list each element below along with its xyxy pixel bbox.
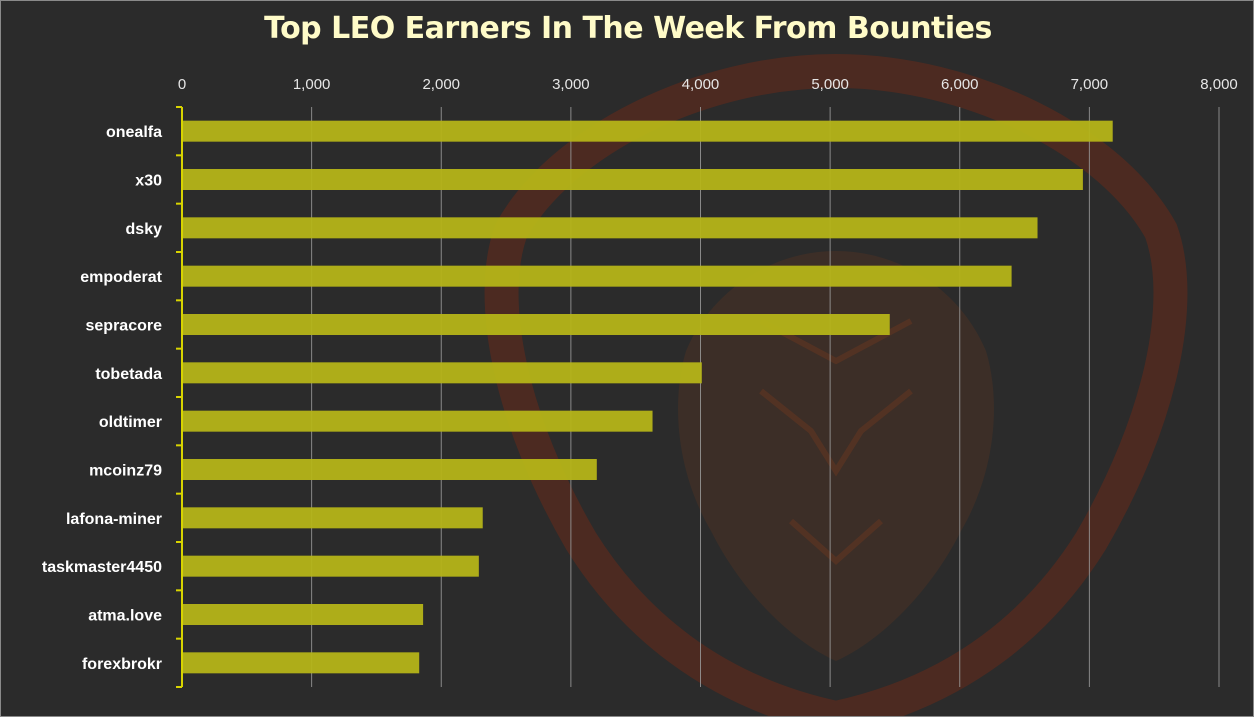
x-tick-label: 1,000 [293, 76, 331, 93]
chart-title: Top LEO Earners In The Week From Bountie… [264, 11, 992, 46]
bar-forexbrokr [182, 652, 420, 674]
category-label: taskmaster4450 [42, 559, 162, 576]
category-label: empoderat [80, 269, 162, 286]
x-tick-label: 8,000 [1200, 76, 1238, 93]
x-tick-label: 3,000 [552, 76, 590, 93]
category-label: x30 [135, 173, 162, 190]
bar-sepracore [182, 314, 890, 335]
x-tick-label: 2,000 [422, 76, 460, 93]
gridlines [311, 107, 1220, 687]
category-axis [176, 106, 183, 688]
lion-head-shape [678, 251, 994, 661]
x-tick-label: 6,000 [941, 76, 979, 93]
x-tick-label: 7,000 [1071, 76, 1109, 93]
category-labels: onealfa x30 dsky empoderat sepracore tobetada… [42, 124, 163, 673]
category-label: sepracore [86, 318, 163, 335]
bar-dsky [182, 217, 1038, 239]
bar-tobetada [182, 362, 702, 384]
x-tick-label: 5,000 [811, 76, 849, 93]
bar-x30 [182, 169, 1083, 190]
bar-atma.love [182, 604, 424, 625]
x-tick-label: 0 [178, 76, 186, 93]
bar-oldtimer [182, 410, 653, 432]
category-label: dsky [126, 221, 163, 238]
bar-empoderat [182, 265, 1012, 287]
bar-lafona-miner [182, 507, 483, 529]
category-label: mcoinz79 [89, 463, 162, 480]
bar-mcoinz79 [182, 459, 597, 480]
bars [182, 120, 1113, 674]
x-tick-labels: 0 1,000 2,000 3,000 4,000 5,000 6,000 7,000 8,00… [178, 76, 1238, 93]
category-label: oldtimer [99, 414, 162, 431]
bar-onealfa [182, 120, 1113, 142]
category-label: tobetada [95, 366, 162, 383]
category-label: lafona-miner [66, 511, 162, 528]
category-label: forexbrokr [82, 656, 162, 673]
category-label: atma.love [88, 608, 162, 625]
bar-taskmaster4450 [182, 555, 479, 577]
category-label: onealfa [106, 124, 162, 141]
x-tick-label: 4,000 [682, 76, 720, 93]
